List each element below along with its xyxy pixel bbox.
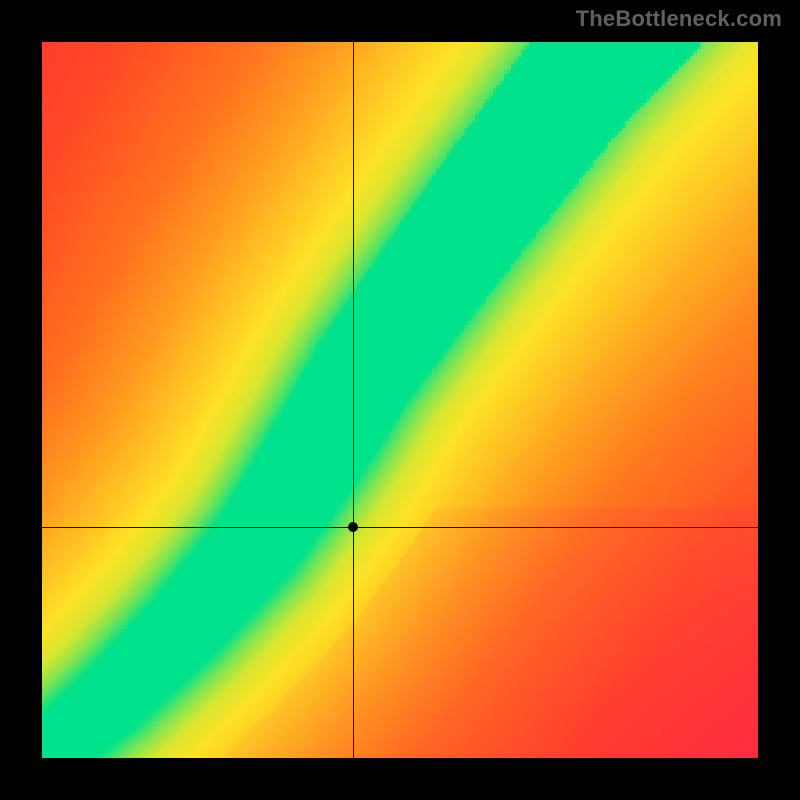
attribution-label: TheBottleneck.com [576, 6, 782, 32]
heatmap-canvas [42, 42, 758, 758]
data-point [348, 522, 358, 532]
crosshair-horizontal [42, 527, 758, 528]
crosshair-vertical [353, 42, 354, 758]
chart-container: TheBottleneck.com [0, 0, 800, 800]
plot-area [42, 42, 758, 758]
